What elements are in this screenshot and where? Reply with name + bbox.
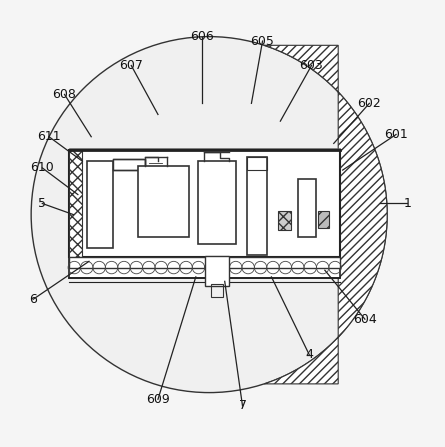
Bar	[113, 159, 145, 170]
Text: 4: 4	[305, 348, 313, 361]
Text: 602: 602	[357, 97, 381, 110]
Bar	[247, 157, 267, 170]
Text: 604: 604	[353, 312, 377, 326]
Text: 609: 609	[146, 393, 170, 406]
Bar	[205, 256, 229, 286]
Bar	[69, 150, 340, 257]
Text: 610: 610	[30, 161, 54, 174]
Bar	[211, 284, 222, 297]
Bar	[198, 161, 236, 244]
Text: 601: 601	[384, 128, 408, 141]
Text: 6: 6	[29, 293, 37, 306]
Bar	[87, 161, 113, 248]
Bar	[247, 157, 267, 255]
Text: 7: 7	[239, 400, 247, 413]
Text: 607: 607	[119, 59, 143, 72]
Circle shape	[31, 37, 387, 392]
Polygon shape	[69, 150, 82, 257]
Text: 1: 1	[403, 197, 411, 210]
Polygon shape	[264, 45, 387, 384]
Bar	[69, 257, 340, 268]
Bar	[69, 257, 340, 278]
Bar	[138, 166, 189, 237]
Text: 606: 606	[190, 30, 214, 43]
Text: 603: 603	[299, 59, 324, 72]
Text: 605: 605	[251, 34, 275, 47]
Bar	[298, 179, 316, 237]
Text: 5: 5	[38, 197, 46, 210]
Text: 608: 608	[53, 88, 77, 101]
Bar	[318, 211, 329, 228]
Text: 611: 611	[37, 130, 61, 143]
Bar	[278, 211, 291, 230]
